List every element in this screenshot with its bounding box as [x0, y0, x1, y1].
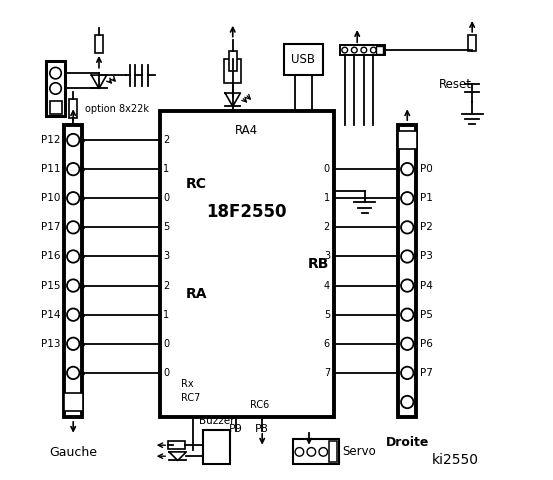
Text: 1: 1: [324, 193, 330, 203]
Text: 0: 0: [163, 193, 170, 203]
Text: USB: USB: [291, 53, 315, 66]
Bar: [398, 131, 417, 149]
Bar: [64, 125, 82, 417]
Text: P9: P9: [229, 423, 243, 433]
Text: P11: P11: [41, 164, 60, 174]
Text: P13: P13: [41, 339, 60, 349]
Text: Droite: Droite: [385, 436, 429, 449]
Text: RA: RA: [186, 288, 207, 301]
Text: RA4: RA4: [235, 124, 258, 137]
Text: 1: 1: [163, 310, 170, 320]
Text: P3: P3: [420, 252, 433, 262]
Text: Gauche: Gauche: [49, 446, 97, 459]
Bar: [329, 442, 337, 462]
Text: 5: 5: [163, 222, 170, 232]
Text: P1: P1: [420, 193, 433, 203]
Text: 2: 2: [163, 281, 170, 290]
Text: P6: P6: [420, 339, 433, 349]
Text: 0: 0: [163, 339, 170, 349]
Text: option 8x22k: option 8x22k: [85, 104, 149, 114]
Bar: [293, 440, 338, 464]
Text: 0: 0: [324, 164, 330, 174]
Text: 5: 5: [324, 310, 330, 320]
Text: P8: P8: [255, 423, 269, 433]
Bar: [160, 111, 334, 417]
Bar: [95, 35, 103, 53]
Text: RC: RC: [186, 178, 207, 192]
Bar: [375, 46, 383, 54]
Text: P15: P15: [41, 281, 60, 290]
Text: 1: 1: [163, 164, 170, 174]
Bar: [340, 45, 385, 55]
Text: ki2550: ki2550: [432, 454, 479, 468]
Text: P12: P12: [41, 135, 60, 145]
Text: P5: P5: [420, 310, 433, 320]
Text: RC6: RC6: [250, 400, 269, 409]
Text: Buzzer: Buzzer: [199, 416, 234, 426]
Text: 6: 6: [324, 339, 330, 349]
Text: 7: 7: [324, 368, 330, 378]
Text: RB: RB: [307, 257, 329, 271]
Text: P16: P16: [41, 252, 60, 262]
Text: P14: P14: [41, 310, 60, 320]
Bar: [64, 393, 82, 411]
Bar: [229, 51, 237, 71]
Text: P4: P4: [420, 281, 433, 290]
Text: P17: P17: [41, 222, 60, 232]
Bar: [168, 442, 185, 449]
Text: 3: 3: [163, 252, 170, 262]
Bar: [284, 44, 323, 75]
Text: P7: P7: [420, 368, 433, 378]
Text: 0: 0: [163, 368, 170, 378]
Bar: [46, 61, 65, 116]
Bar: [224, 59, 241, 83]
Bar: [468, 35, 476, 51]
Text: 18F2550: 18F2550: [206, 203, 287, 221]
Text: 2: 2: [163, 135, 170, 145]
Bar: [398, 125, 416, 417]
Bar: [69, 99, 77, 118]
Text: 3: 3: [324, 252, 330, 262]
Bar: [202, 430, 230, 464]
Text: Rx: Rx: [181, 379, 194, 389]
Text: P0: P0: [420, 164, 433, 174]
Bar: [50, 101, 61, 114]
Text: P10: P10: [41, 193, 60, 203]
Text: 2: 2: [324, 222, 330, 232]
Text: 4: 4: [324, 281, 330, 290]
Text: Servo: Servo: [342, 445, 376, 458]
Text: RC7: RC7: [181, 394, 200, 403]
Text: P2: P2: [420, 222, 433, 232]
Text: Reset: Reset: [439, 78, 472, 91]
